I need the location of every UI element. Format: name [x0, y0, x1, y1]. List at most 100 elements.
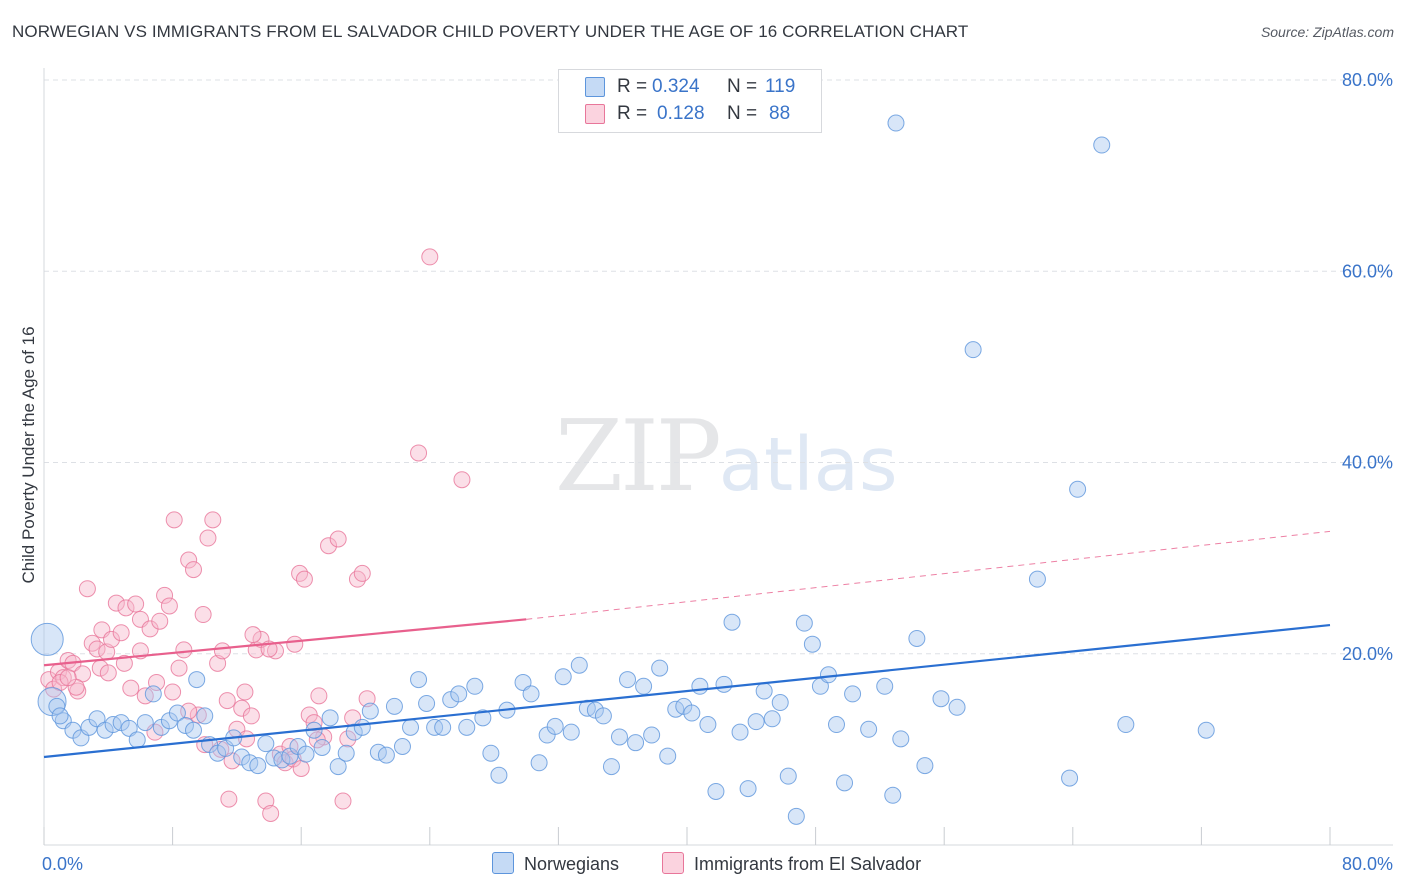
data-point — [353, 718, 371, 736]
data-point — [763, 710, 781, 728]
data-point — [755, 682, 773, 700]
data-point — [892, 730, 910, 748]
legend-r-value: 0.324 — [652, 76, 700, 97]
data-point — [218, 692, 236, 710]
data-point — [1069, 480, 1087, 498]
data-point — [170, 659, 188, 677]
data-point — [292, 760, 310, 777]
data-point — [385, 697, 403, 715]
data-point — [122, 679, 140, 697]
data-point — [286, 635, 304, 653]
data-point — [151, 612, 169, 630]
data-point — [127, 595, 145, 613]
data-point — [916, 757, 934, 775]
data-point — [659, 747, 677, 765]
data-point — [115, 654, 133, 672]
data-point — [546, 717, 564, 735]
data-point — [434, 718, 452, 736]
data-point — [466, 677, 484, 695]
trend-line-el-salvador-projection — [526, 530, 1331, 620]
data-point — [209, 744, 227, 762]
data-point — [948, 698, 966, 716]
data-point — [291, 564, 309, 582]
data-point — [348, 570, 366, 588]
data-point — [715, 675, 733, 693]
legend-r-value: 0.128 — [657, 103, 705, 124]
data-point — [199, 529, 217, 547]
data-point — [184, 721, 202, 739]
data-point — [204, 511, 222, 529]
data-point — [876, 677, 894, 695]
data-point — [530, 754, 548, 772]
data-point — [361, 702, 379, 720]
data-point — [329, 530, 347, 548]
trend-line-norwegians — [43, 623, 1331, 759]
data-point — [1028, 570, 1046, 588]
data-point — [707, 782, 725, 800]
data-point — [310, 687, 328, 705]
data-point — [779, 767, 797, 785]
data-point — [643, 726, 661, 744]
data-point — [339, 730, 357, 748]
data-point — [418, 694, 436, 712]
legend-n-value: 88 — [769, 103, 791, 124]
data-point — [1197, 721, 1215, 739]
chart-title: NORWEGIAN VS IMMIGRANTS FROM EL SALVADOR… — [12, 22, 969, 41]
data-point — [160, 597, 178, 615]
data-point — [747, 713, 765, 731]
data-point — [844, 685, 862, 703]
data-point — [236, 683, 254, 701]
data-point — [964, 341, 982, 359]
data-point — [610, 728, 628, 746]
data-point — [188, 671, 206, 689]
data-point — [112, 624, 130, 642]
data-point — [144, 685, 162, 703]
data-point — [731, 723, 749, 741]
data-point — [78, 580, 96, 598]
data-point — [860, 720, 878, 738]
data-point — [1117, 716, 1135, 734]
watermark-zip: ZIP — [555, 400, 722, 514]
y-axis-label: Child Poverty Under the Age of 16 — [19, 326, 38, 583]
data-point — [803, 635, 821, 653]
y-tick-label: 20.0% — [1342, 644, 1393, 664]
data-point — [795, 614, 813, 632]
data-point — [570, 656, 588, 674]
bottom-legend-el-salvador: Immigrants from El Salvador — [662, 852, 921, 875]
watermark: ZIPatlas — [555, 400, 898, 514]
legend: R = 0.324 N = 119 R = 0.128 N = 88 — [558, 69, 822, 133]
data-point — [836, 774, 854, 792]
data-point — [594, 707, 612, 725]
data-point — [297, 745, 315, 763]
data-point — [819, 666, 837, 684]
data-point — [136, 714, 154, 732]
data-point — [699, 716, 717, 734]
data-point — [453, 471, 471, 489]
data-point — [220, 790, 238, 808]
legend-n-value: 119 — [765, 76, 796, 97]
data-point — [262, 804, 280, 822]
x-tick-max: 80.0% — [1342, 854, 1393, 874]
x-tick-min: 0.0% — [42, 854, 83, 874]
data-point — [51, 707, 69, 725]
data-point — [313, 738, 331, 756]
data-point — [59, 651, 77, 669]
data-point — [329, 758, 347, 776]
data-point — [450, 685, 468, 703]
data-point — [295, 570, 313, 588]
data-point — [83, 634, 101, 652]
data-point — [107, 594, 125, 612]
data-point — [421, 248, 439, 266]
data-point — [627, 734, 645, 752]
data-point — [908, 629, 926, 647]
data-point — [651, 659, 669, 677]
legend-r-label: R = — [617, 103, 648, 124]
data-point — [244, 626, 262, 644]
trend-lines — [43, 530, 1331, 759]
data-point — [410, 444, 428, 462]
data-point — [393, 738, 411, 756]
data-point — [602, 758, 620, 776]
data-point — [482, 744, 500, 762]
y-tick-label: 40.0% — [1342, 453, 1393, 473]
